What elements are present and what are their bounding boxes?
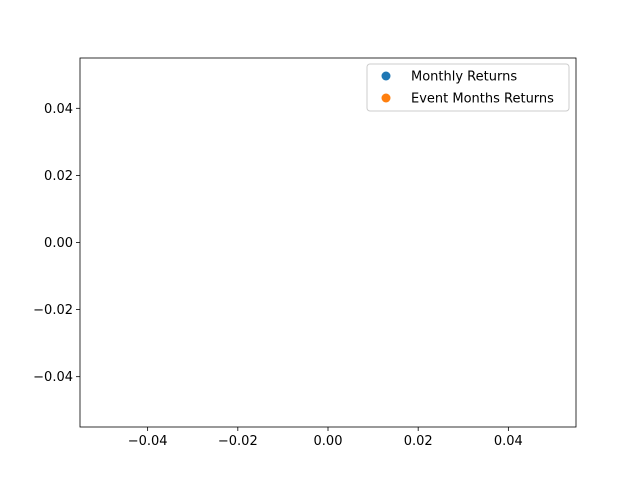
legend-box — [366, 63, 570, 112]
legend-label: Event Months Returns — [411, 92, 554, 107]
y-tick-label: 0.04 — [44, 102, 73, 117]
x-tick-label: 0.00 — [314, 434, 343, 449]
y-tick-label: −0.02 — [33, 303, 73, 318]
x-tick-label: 0.02 — [404, 434, 433, 449]
legend: Monthly Returns Event Months Returns — [366, 63, 570, 112]
y-axis: −0.04 −0.02 0.00 0.02 0.04 — [33, 102, 80, 385]
x-tick-label: 0.04 — [494, 434, 523, 449]
legend-marker-icon — [381, 93, 391, 103]
y-tick-label: −0.04 — [33, 370, 73, 385]
x-tick-label: −0.02 — [218, 434, 258, 449]
y-tick-label: 0.00 — [44, 236, 73, 251]
x-tick-label: −0.04 — [128, 434, 168, 449]
x-axis: −0.04 −0.02 0.00 0.02 0.04 — [128, 427, 523, 449]
legend-marker-icon — [381, 71, 391, 81]
axes-frame — [79, 57, 577, 428]
y-tick-label: 0.02 — [44, 169, 73, 184]
legend-label: Monthly Returns — [411, 70, 517, 85]
